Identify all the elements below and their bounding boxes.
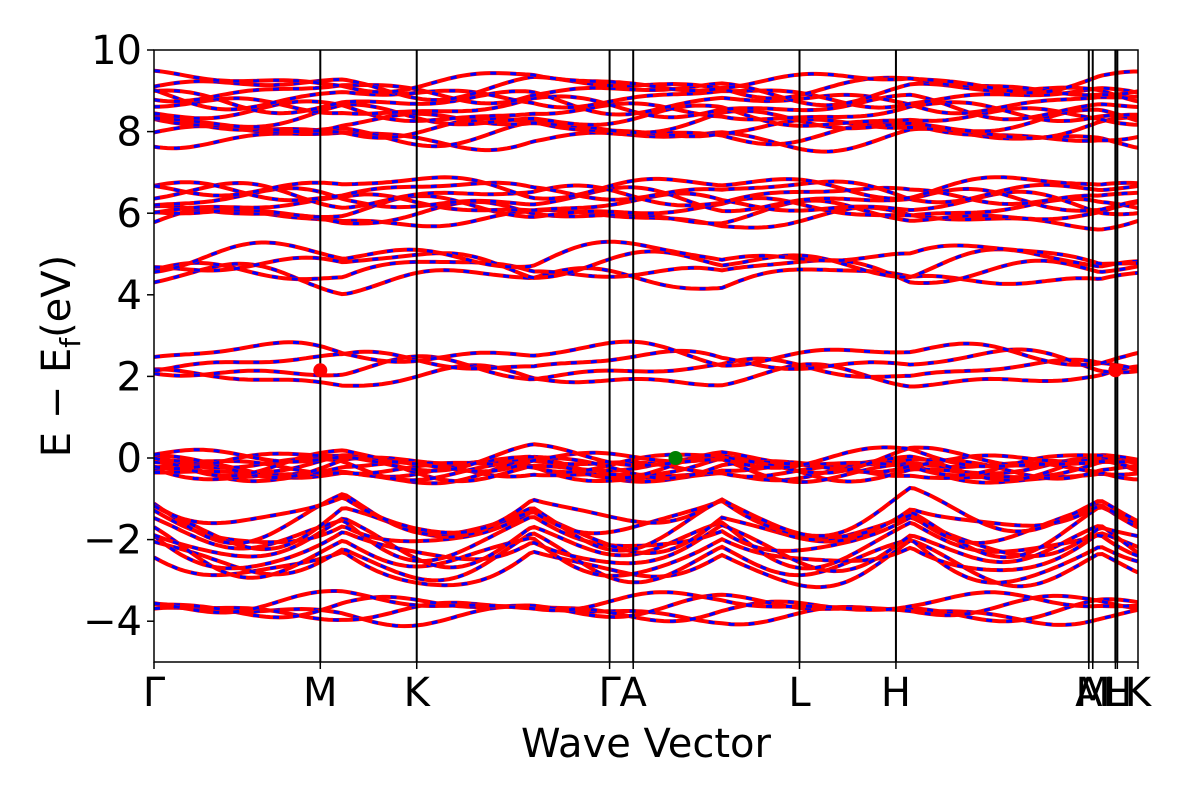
x-tick-label: M xyxy=(1075,670,1110,716)
x-tick-label: K xyxy=(1125,670,1153,716)
x-tick-label: A xyxy=(620,670,648,716)
high-symmetry-lines xyxy=(319,50,1119,662)
x-tick-label: L xyxy=(1104,670,1127,716)
x-tick-label: L xyxy=(788,670,811,716)
band-spin-up xyxy=(154,485,1138,538)
band-spin-down xyxy=(154,492,1138,545)
band-spin-up xyxy=(154,538,1138,590)
x-tick-label: Γ xyxy=(598,670,621,716)
x-tick-label: A xyxy=(1075,670,1103,716)
y-axis-title-unit: (eV) xyxy=(34,255,80,338)
y-axis-title: E − Ef(eV) xyxy=(34,255,87,458)
band-spin-down xyxy=(154,194,1138,219)
band-spin-up xyxy=(154,505,1138,560)
band-spin-down xyxy=(154,525,1138,580)
y-tick-label: 4 xyxy=(117,273,142,319)
band-spin-down xyxy=(154,185,1138,213)
y-tick-label: 6 xyxy=(117,191,142,237)
band-spin-down xyxy=(154,486,1138,538)
band-spin-down xyxy=(154,69,1138,95)
y-tick-label: 8 xyxy=(117,110,142,156)
y-axis-title-sub: f xyxy=(54,337,87,348)
extrema-markers xyxy=(313,363,1123,465)
band-spin-up xyxy=(154,589,1138,615)
x-axis-title: Wave Vector xyxy=(521,721,772,767)
band-spin-down xyxy=(154,108,1138,135)
band-spin-down xyxy=(154,450,1138,480)
band-spin-down xyxy=(154,456,1138,485)
band-spin-down xyxy=(154,81,1138,107)
band-spin-up xyxy=(154,522,1138,574)
x-tick-label: M xyxy=(303,670,338,716)
y-axis-title-main: E − E xyxy=(34,348,80,458)
band-spin-down xyxy=(154,593,1138,619)
band-spin-down xyxy=(154,247,1138,280)
x-tick-label: H xyxy=(881,670,911,716)
band-spin-down xyxy=(154,453,1138,482)
band-spin-down xyxy=(154,127,1138,154)
y-tick-label: −4 xyxy=(83,599,142,645)
band-spin-down xyxy=(154,181,1138,210)
band-spin-up xyxy=(154,86,1138,112)
x-tick-label: Γ xyxy=(143,670,166,716)
band-spin-down xyxy=(154,340,1138,368)
band-spin-down xyxy=(154,446,1138,475)
band-spin-up xyxy=(154,179,1138,205)
band-spin-up xyxy=(154,492,1138,546)
y-tick-label: −2 xyxy=(83,518,142,564)
x-tick-label: H xyxy=(1102,670,1132,716)
cbm-marker-1 xyxy=(313,363,328,378)
band-spin-down xyxy=(154,88,1138,117)
y-tick-label: 2 xyxy=(117,354,142,400)
y-tick-label: 0 xyxy=(117,436,142,482)
plot-frame xyxy=(153,49,1139,663)
bands-layer xyxy=(154,68,1138,629)
band-spin-down xyxy=(154,240,1138,274)
band-spin-down xyxy=(154,348,1138,374)
band-spin-up xyxy=(154,258,1138,285)
band-spin-down xyxy=(154,175,1138,201)
band-spin-down xyxy=(154,99,1138,123)
band-spin-down xyxy=(154,442,1138,473)
y-tick-label: 10 xyxy=(91,28,142,74)
band-spin-down xyxy=(154,597,1138,623)
cbm-marker-2 xyxy=(1108,363,1123,378)
band-spin-down xyxy=(154,362,1138,388)
x-tick-label: K xyxy=(404,670,432,716)
band-spin-up xyxy=(154,531,1138,585)
band-spin-up xyxy=(154,497,1138,553)
y-axis-ticks: −4 −2 0 2 4 6 8 10 xyxy=(83,28,154,645)
band-spin-down xyxy=(154,93,1138,121)
vbm-marker xyxy=(668,451,683,465)
band-spin-down xyxy=(154,262,1138,296)
